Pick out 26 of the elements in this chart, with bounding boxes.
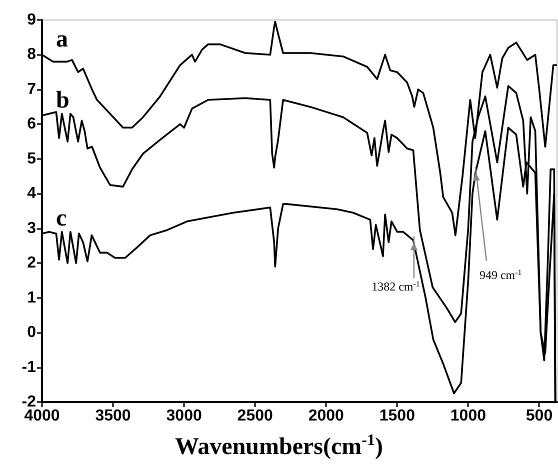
y-tick-label: 6 (27, 116, 36, 133)
y-tick-label: 9 (27, 12, 36, 28)
x-axis-title: Wavenumbers(cm$^{-1}$) (174, 432, 384, 461)
x-tick-label: 2000 (308, 408, 344, 424)
y-tick-label: 1 (27, 289, 36, 306)
x-tick-label: 3500 (95, 408, 131, 424)
y-tick-label: -1 (22, 358, 36, 376)
series-label: b (56, 88, 70, 114)
y-tick-label: -2 (22, 394, 36, 410)
y-tick-label: 3 (27, 220, 36, 237)
y-tick-label: 2 (27, 254, 36, 272)
x-tick-label: 2500 (237, 408, 273, 424)
x-tick-label: 4000 (24, 408, 60, 424)
y-tick-label: 5 (27, 150, 36, 168)
y-tick-label: 7 (27, 80, 36, 98)
x-tick-label: 1500 (379, 408, 416, 424)
y-tick-label: 0 (27, 324, 36, 342)
x-tick-label: 3000 (166, 408, 202, 424)
x-tick-label: 500 (526, 408, 553, 424)
series-label: a (56, 26, 68, 53)
annotation: 949 cm$^{-1}$ (479, 267, 522, 282)
y-tick-label: 4 (27, 185, 36, 202)
annotation: 1382 cm$^{-1}$ (372, 278, 420, 294)
y-tick-label: 8 (27, 46, 36, 64)
x-tick-label: 1000 (450, 408, 486, 424)
series-label: c (56, 206, 67, 232)
